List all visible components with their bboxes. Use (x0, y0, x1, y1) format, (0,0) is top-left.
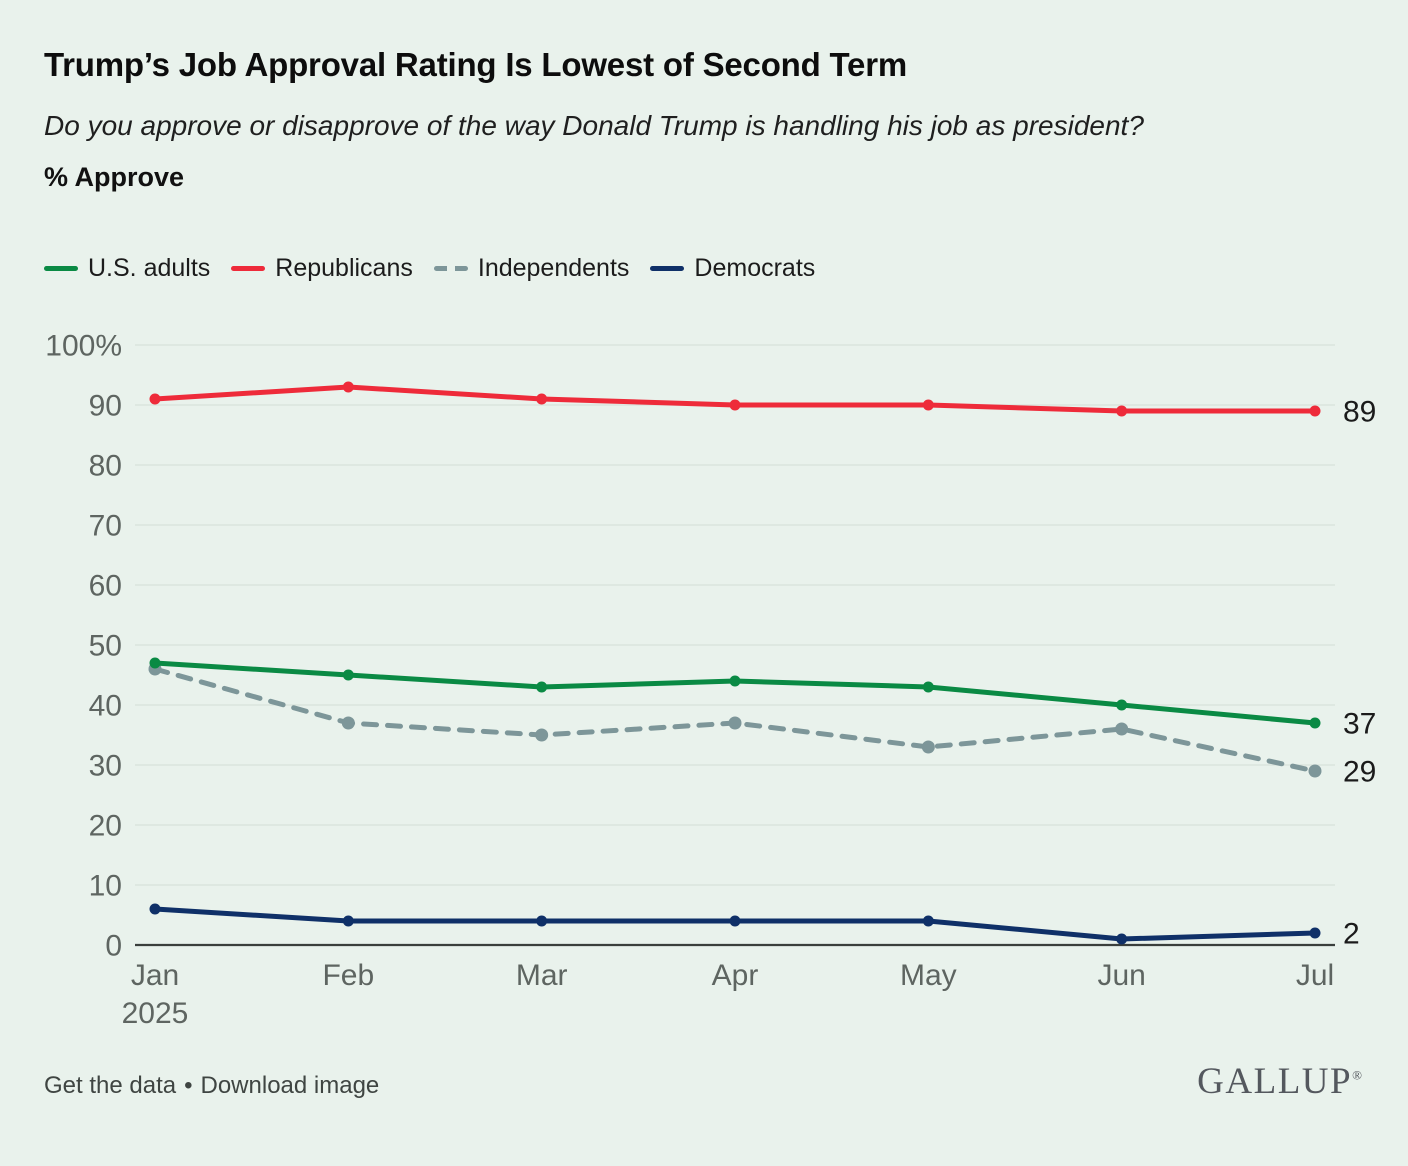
legend-label-republicans: Republicans (275, 254, 413, 282)
svg-text:50: 50 (89, 630, 122, 663)
svg-text:30: 30 (89, 750, 122, 783)
end-label-u-s-adults: 37 (1343, 708, 1376, 741)
end-label-independents: 29 (1343, 756, 1376, 789)
legend-line-independents-icon (433, 266, 468, 271)
svg-text:Jul: Jul (1296, 959, 1334, 992)
legend: U.S. adults Republicans Independents Dem… (44, 254, 815, 283)
legend-line-us-adults-icon (44, 266, 78, 271)
svg-text:Apr: Apr (712, 959, 759, 992)
approval-line-chart: 0 10 20 30 40 50 60 70 80 90 100% Jan Feb Mar Apr May Ju… (45, 330, 1376, 1030)
svg-text:20: 20 (89, 810, 122, 843)
svg-text:May: May (900, 959, 957, 992)
chart-subtitle: Do you approve or disapprove of the way … (44, 110, 1144, 141)
x-axis-labels: Jan Feb Mar Apr May Jun Jul 2025 (122, 959, 1335, 1030)
footer-links: Get the data • Download image (44, 1072, 379, 1100)
legend-label-democrats: Democrats (694, 254, 816, 282)
svg-text:40: 40 (89, 690, 122, 723)
legend-label-us-adults: U.S. adults (88, 254, 211, 282)
footer-separator: • (184, 1072, 193, 1099)
legend-line-democrats-icon (650, 266, 685, 271)
legend-item-democrats: Democrats (650, 254, 815, 283)
chart-title: Trump’s Job Approval Rating Is Lowest of… (44, 46, 907, 83)
svg-text:90: 90 (89, 390, 122, 423)
end-label-republicans: 89 (1343, 396, 1376, 429)
svg-text:Mar: Mar (516, 959, 568, 992)
legend-item-independents: Independents (433, 254, 630, 283)
gridlines: 0 10 20 30 40 50 60 70 80 90 100% (45, 330, 1335, 963)
series-u-s-adults: 37 (149, 657, 1376, 741)
get-the-data-link[interactable]: Get the data (44, 1072, 177, 1099)
download-image-link[interactable]: Download image (200, 1072, 380, 1099)
legend-item-us-adults: U.S. adults (44, 254, 210, 283)
svg-text:0: 0 (105, 930, 122, 963)
series-democrats: 2 (149, 903, 1360, 951)
measure-label: % Approve (44, 162, 185, 192)
svg-text:Jun: Jun (1097, 959, 1145, 992)
svg-text:100%: 100% (45, 330, 122, 363)
legend-item-republicans: Republicans (231, 254, 413, 283)
series-republicans: 89 (149, 381, 1376, 429)
gallup-logo-text: GALLUP (1197, 1061, 1353, 1102)
svg-text:70: 70 (89, 510, 122, 543)
svg-text:Feb: Feb (322, 959, 374, 992)
legend-label-independents: Independents (477, 254, 630, 282)
svg-text:10: 10 (89, 870, 122, 903)
svg-text:60: 60 (89, 570, 122, 603)
svg-text:80: 80 (89, 450, 122, 483)
end-label-democrats: 2 (1343, 918, 1360, 951)
svg-text:Jan: Jan (131, 959, 179, 992)
gallup-logo: GALLUP® (1197, 1060, 1362, 1103)
legend-line-republicans-icon (231, 266, 266, 271)
registered-mark: ® (1352, 1067, 1362, 1083)
svg-text:2025: 2025 (122, 997, 189, 1030)
